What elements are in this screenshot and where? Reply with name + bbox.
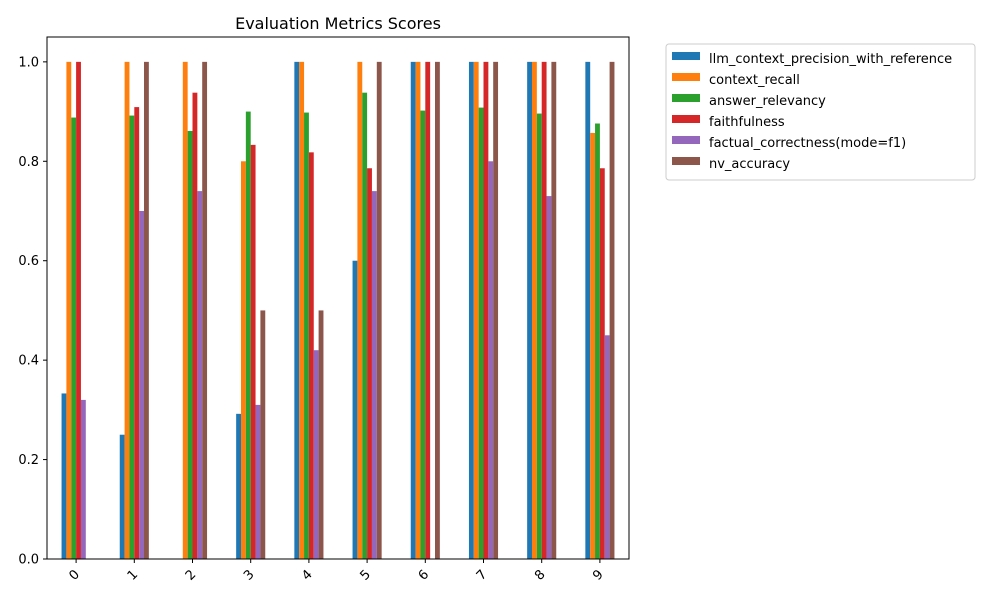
bar	[609, 61, 615, 560]
bar	[299, 61, 305, 560]
bar	[357, 61, 363, 560]
legend-swatch	[672, 73, 700, 81]
bar	[599, 168, 605, 559]
legend-label: nv_accuracy	[709, 157, 790, 172]
series-5	[144, 61, 615, 560]
bar	[304, 112, 309, 559]
legend-label: context_recall	[709, 73, 800, 88]
bar	[245, 111, 251, 559]
bar	[362, 92, 368, 560]
x-tick-label: 2	[183, 567, 199, 583]
bar	[420, 110, 426, 559]
bar	[144, 61, 149, 560]
y-tick-label: 0.6	[18, 254, 39, 269]
legend-swatch	[672, 94, 700, 102]
legend-label: llm_context_precision_with_reference	[709, 52, 952, 67]
series-1	[66, 61, 596, 560]
legend-swatch	[672, 157, 700, 165]
legend-box	[665, 43, 976, 181]
legend-label: faithfulness	[709, 115, 785, 130]
series-0	[61, 61, 591, 560]
bar	[410, 61, 416, 560]
bar	[541, 61, 547, 560]
bar	[590, 132, 596, 559]
bar	[61, 393, 67, 559]
bar	[139, 211, 144, 559]
bar	[187, 130, 193, 559]
bar	[483, 61, 489, 560]
bar	[473, 61, 479, 560]
bar	[532, 61, 537, 560]
bar	[352, 260, 358, 559]
bar	[134, 107, 140, 559]
x-tick-label: 0	[66, 567, 82, 583]
y-tick-label: 0.4	[18, 354, 39, 369]
bar	[488, 161, 494, 560]
chart-title: Evaluation Metrics Scores	[235, 14, 441, 33]
bar	[313, 350, 319, 559]
y-tick-label: 1.0	[18, 55, 39, 70]
bar	[585, 61, 591, 560]
bar	[536, 113, 542, 559]
bar	[202, 61, 208, 560]
x-tick-label: 6	[416, 567, 432, 583]
x-tick-label: 8	[532, 567, 548, 583]
bar	[546, 196, 552, 559]
bar	[129, 115, 135, 560]
y-tick-label: 0.2	[18, 453, 39, 468]
bar	[66, 61, 72, 560]
series-4	[80, 161, 610, 560]
bar	[71, 117, 77, 559]
x-tick-label: 5	[357, 567, 373, 583]
bar	[595, 123, 600, 559]
bar	[493, 61, 499, 560]
series-3	[76, 61, 605, 560]
x-tick-label: 4	[299, 567, 315, 583]
x-tick-label: 1	[125, 567, 141, 583]
y-tick-label: 0.8	[18, 155, 39, 170]
bar	[308, 152, 314, 559]
legend-label: answer_relevancy	[709, 94, 826, 109]
bar	[371, 191, 377, 560]
bar	[294, 61, 300, 560]
bar	[255, 404, 261, 559]
bar	[425, 61, 431, 560]
bar	[260, 310, 266, 559]
series-2	[71, 92, 600, 560]
legend-swatch	[672, 52, 700, 60]
bar	[250, 144, 256, 559]
plot-frame	[46, 36, 630, 560]
bar	[119, 434, 125, 559]
bar	[415, 61, 421, 560]
legend-swatch	[672, 115, 700, 123]
bar	[241, 161, 246, 560]
bar	[76, 61, 81, 560]
bar	[376, 61, 382, 560]
legend-swatch	[672, 136, 700, 144]
legend: llm_context_precision_with_referencecont…	[665, 43, 976, 181]
bar	[80, 399, 86, 559]
bar	[192, 92, 198, 560]
bar	[435, 61, 440, 560]
bar	[551, 61, 557, 560]
bar	[124, 61, 130, 560]
x-tick-label: 9	[590, 567, 606, 583]
bar	[527, 61, 532, 560]
bar	[318, 310, 324, 559]
bar	[182, 61, 188, 560]
x-tick-label: 3	[241, 567, 257, 583]
legend-label: factual_correctness(mode=f1)	[709, 136, 906, 151]
bar	[468, 61, 474, 560]
bar	[197, 191, 203, 560]
bars-layer	[61, 61, 615, 560]
y-tick-label: 0.0	[18, 553, 39, 568]
bar	[478, 107, 484, 559]
x-tick-label: 7	[474, 567, 490, 583]
bar	[367, 168, 372, 559]
bar	[236, 413, 241, 559]
bar	[604, 335, 610, 559]
